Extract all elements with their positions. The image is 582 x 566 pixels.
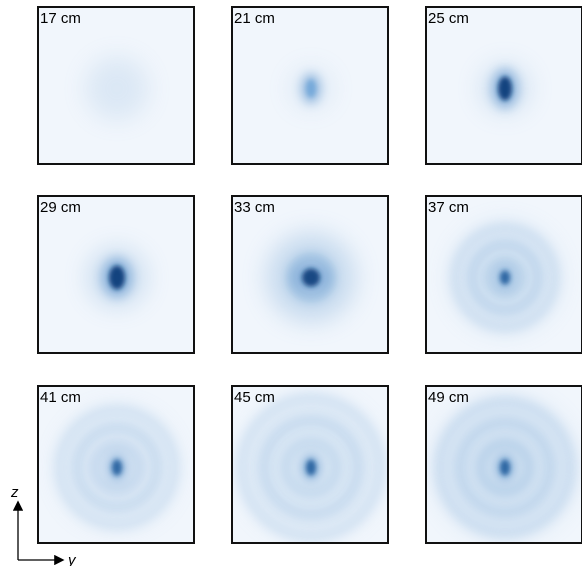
y-label: y [67, 552, 77, 566]
panel-label: 33 cm [234, 199, 275, 216]
panel-border [37, 385, 195, 544]
panel-border [37, 6, 195, 165]
ring [282, 438, 340, 497]
spot [500, 270, 510, 285]
ring [477, 439, 533, 496]
panel-border [425, 385, 582, 544]
spot [109, 265, 125, 290]
panel-label: 37 cm [428, 199, 469, 216]
ring [237, 393, 385, 542]
glow [85, 56, 149, 121]
panel: 45 cm [231, 385, 389, 544]
spot [306, 459, 316, 476]
panel-border [231, 385, 389, 544]
beam-image [231, 6, 389, 165]
ring [435, 397, 575, 538]
panel-border [231, 6, 389, 165]
panel: 21 cm [231, 6, 389, 165]
spot [112, 459, 122, 476]
axis-indicator: z y [10, 484, 77, 566]
ring [91, 441, 143, 494]
panel: 29 cm [37, 195, 195, 354]
panel: 37 cm [425, 195, 582, 354]
ring [451, 223, 559, 332]
ring [260, 416, 362, 519]
panel-label: 29 cm [40, 199, 81, 216]
panel-label: 17 cm [40, 10, 81, 27]
beam-image [231, 195, 389, 354]
panel: 49 cm [425, 385, 582, 544]
beam-image [231, 385, 389, 544]
ring [484, 256, 526, 299]
ring [73, 423, 161, 512]
panel-label: 41 cm [40, 389, 81, 406]
ring [468, 240, 542, 315]
panel: 33 cm [231, 195, 389, 354]
panel: 17 cm [37, 6, 195, 165]
panel-border [425, 6, 582, 165]
spot [306, 79, 316, 98]
ring [287, 253, 335, 302]
beam-image [425, 6, 582, 165]
ring [55, 405, 179, 530]
panel-label: 25 cm [428, 10, 469, 27]
panel-border [231, 195, 389, 354]
panel: 25 cm [425, 6, 582, 165]
ring [456, 418, 554, 517]
spot [500, 459, 510, 476]
beam-image [425, 385, 582, 544]
spot [498, 76, 512, 101]
beam-image [37, 6, 195, 165]
panel-label: 21 cm [234, 10, 275, 27]
beam-image [37, 385, 195, 544]
beam-image [37, 195, 195, 354]
panel: 41 cm [37, 385, 195, 544]
panel-label: 45 cm [234, 389, 275, 406]
panel-border [425, 195, 582, 354]
beam-image [425, 195, 582, 354]
spot [302, 268, 320, 287]
z-label: z [10, 484, 19, 501]
panel-label: 49 cm [428, 389, 469, 406]
panel-border [37, 195, 195, 354]
